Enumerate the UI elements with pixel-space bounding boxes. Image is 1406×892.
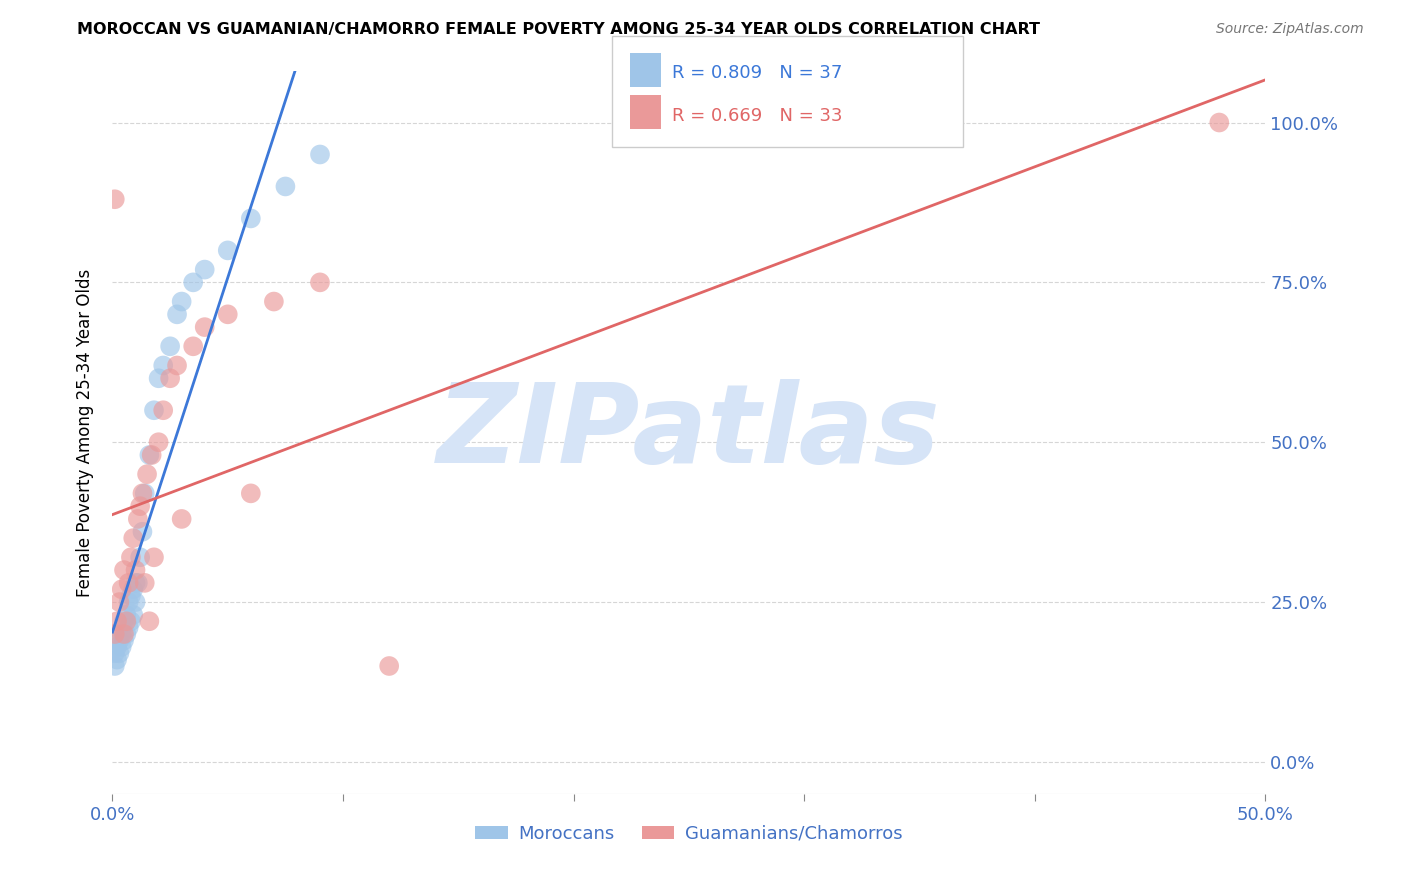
Point: [120, 614, 142, 628]
Point: [134, 486, 156, 500]
Point: [134, 575, 156, 590]
Point: [120, 589, 142, 603]
Point: [112, 633, 135, 648]
Point: [309, 276, 332, 290]
Point: [239, 211, 262, 226]
Point: [124, 563, 146, 577]
Point: [105, 652, 128, 666]
Point: [170, 294, 193, 309]
Text: MOROCCAN VS GUAMANIAN/CHAMORRO FEMALE POVERTY AMONG 25-34 YEAR OLDS CORRELATION : MOROCCAN VS GUAMANIAN/CHAMORRO FEMALE PO…: [77, 22, 1040, 37]
Point: [166, 359, 188, 373]
Point: [104, 627, 127, 641]
Y-axis label: Female Poverty Among 25-34 Year Olds: Female Poverty Among 25-34 Year Olds: [76, 268, 94, 597]
Point: [108, 595, 131, 609]
Point: [263, 294, 285, 309]
Point: [141, 448, 163, 462]
Point: [108, 633, 131, 648]
Point: [105, 640, 128, 654]
Point: [239, 486, 262, 500]
Point: [148, 371, 170, 385]
Point: [112, 627, 135, 641]
Point: [111, 627, 134, 641]
Text: R = 0.809   N = 37: R = 0.809 N = 37: [672, 64, 842, 82]
Point: [124, 575, 146, 590]
Point: [120, 550, 142, 565]
Point: [117, 621, 139, 635]
Point: [152, 359, 174, 373]
Point: [108, 646, 131, 660]
Point: [194, 320, 217, 334]
Point: [166, 307, 188, 321]
Point: [115, 614, 138, 628]
Point: [217, 307, 239, 321]
Point: [117, 595, 139, 609]
Point: [111, 582, 134, 597]
Point: [181, 276, 204, 290]
Point: [127, 575, 149, 590]
Point: [124, 595, 146, 609]
Point: [138, 614, 160, 628]
Point: [115, 627, 138, 641]
Point: [112, 614, 135, 628]
Point: [217, 244, 239, 258]
Point: [105, 614, 128, 628]
Point: [170, 512, 193, 526]
Point: [122, 531, 145, 545]
Point: [115, 607, 138, 622]
Text: Source: ZipAtlas.com: Source: ZipAtlas.com: [1216, 22, 1364, 37]
Point: [143, 403, 166, 417]
Point: [127, 512, 149, 526]
Point: [309, 147, 332, 161]
Point: [131, 524, 153, 539]
Point: [159, 371, 181, 385]
Point: [111, 640, 134, 654]
Point: [104, 192, 127, 206]
Point: [136, 467, 159, 482]
Point: [129, 550, 152, 565]
Point: [122, 607, 145, 622]
Point: [143, 550, 166, 565]
Legend: Moroccans, Guamanians/Chamorros: Moroccans, Guamanians/Chamorros: [468, 817, 910, 850]
Point: [159, 339, 181, 353]
Text: ZIPatlas: ZIPatlas: [437, 379, 941, 486]
Point: [138, 448, 160, 462]
Point: [194, 262, 217, 277]
Point: [181, 339, 204, 353]
Point: [131, 486, 153, 500]
Point: [152, 403, 174, 417]
Point: [274, 179, 297, 194]
Point: [104, 646, 127, 660]
Text: R = 0.669   N = 33: R = 0.669 N = 33: [672, 107, 842, 125]
Point: [148, 435, 170, 450]
Point: [378, 659, 401, 673]
Point: [117, 575, 139, 590]
Point: [104, 659, 127, 673]
Point: [122, 582, 145, 597]
Point: [129, 499, 152, 513]
Point: [1208, 115, 1230, 129]
Point: [112, 563, 135, 577]
